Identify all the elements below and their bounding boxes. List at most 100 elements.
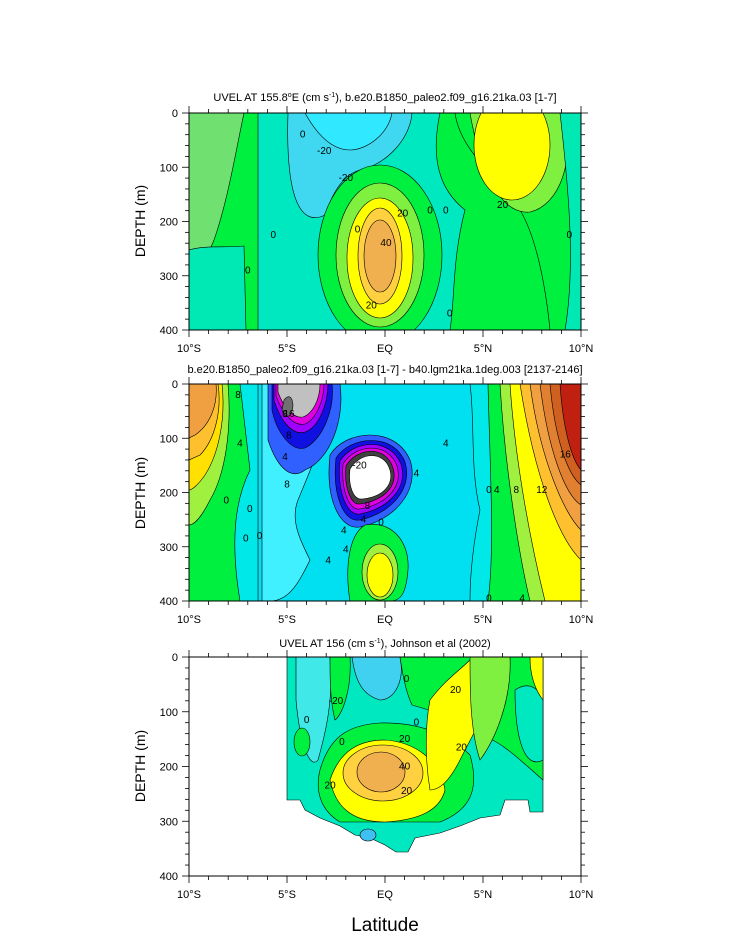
x-tick-label: 5°N bbox=[474, 889, 493, 901]
contour-label: 0 bbox=[245, 265, 251, 276]
panel-3-ylabel: DEPTH (m) bbox=[132, 730, 148, 802]
contour-label: 0 bbox=[257, 531, 263, 542]
x-tick-label: 5°N bbox=[474, 343, 493, 355]
contour-label: 0 bbox=[486, 485, 492, 496]
panel-3-title: UVEL AT 156 (cm s-1), Johnson et al (200… bbox=[279, 638, 490, 650]
x-tick-label: 10°S bbox=[177, 614, 201, 626]
panel-2-ylabel: DEPTH (m) bbox=[132, 457, 148, 529]
x-tick-label: 10°N bbox=[569, 889, 594, 901]
y-tick-label: 0 bbox=[172, 652, 178, 664]
x-tick-label: 10°N bbox=[569, 614, 594, 626]
x-tick-label: 5°S bbox=[278, 343, 296, 355]
contour-label: 20 bbox=[450, 685, 462, 696]
contour-label: 8 bbox=[235, 390, 241, 401]
contour-label: 0 bbox=[486, 593, 492, 604]
contour-label: 0 bbox=[443, 206, 449, 217]
contour-label: 16 bbox=[283, 409, 295, 420]
contour-label: 8 bbox=[286, 431, 292, 442]
panel-2-title: b.e20.B1850_paleo2.f09_g16.21ka.03 [1-7]… bbox=[187, 364, 582, 376]
y-tick-label: 400 bbox=[160, 871, 178, 883]
panel-1: UVEL AT 155.8oE (cm s-1), b.e20.B1850_pa… bbox=[132, 92, 594, 355]
contour-label: -20 bbox=[339, 173, 354, 184]
contour-label: 12 bbox=[536, 485, 548, 496]
contour-label: 0 bbox=[378, 517, 384, 528]
contour-label: 8 bbox=[365, 501, 371, 512]
y-tick-label: 200 bbox=[160, 762, 178, 774]
contour-label: 0 bbox=[355, 225, 361, 236]
y-tick-label: 200 bbox=[160, 217, 178, 229]
y-tick-label: 100 bbox=[160, 707, 178, 719]
panel-1-ylabel: DEPTH (m) bbox=[132, 185, 148, 257]
contour-label: -20 bbox=[317, 146, 332, 157]
panel-3-field bbox=[286, 657, 544, 853]
y-tick-label: 300 bbox=[160, 816, 178, 828]
y-tick-label: 100 bbox=[160, 433, 178, 445]
contour-label: 0 bbox=[566, 230, 572, 241]
contour-label: 0 bbox=[300, 130, 306, 141]
x-tick-label: 5°N bbox=[474, 614, 493, 626]
y-tick-label: 200 bbox=[160, 488, 178, 500]
contour-label: 4 bbox=[494, 485, 500, 496]
contour-label: 20 bbox=[456, 742, 468, 753]
y-tick-label: 300 bbox=[160, 542, 178, 554]
contour-label: 0 bbox=[247, 504, 253, 515]
contour-label: 4 bbox=[443, 439, 449, 450]
contour-label: 4 bbox=[361, 515, 367, 526]
contour-label: -20 bbox=[352, 460, 367, 471]
contour-label: 0 bbox=[270, 230, 276, 241]
contour-label: 4 bbox=[237, 439, 243, 450]
y-tick-label: 100 bbox=[160, 162, 178, 174]
contour-label: 16 bbox=[560, 450, 572, 461]
x-tick-label: 10°S bbox=[177, 343, 201, 355]
y-tick-label: 400 bbox=[160, 596, 178, 608]
contour-label: 0 bbox=[414, 718, 420, 729]
contour-label: 0 bbox=[427, 206, 433, 217]
y-tick-label: 0 bbox=[172, 379, 178, 391]
x-tick-label: 10°N bbox=[569, 343, 594, 355]
contour-label: 20 bbox=[401, 786, 413, 797]
contour-label: 0 bbox=[304, 715, 310, 726]
contour-label: 4 bbox=[341, 525, 347, 536]
panel-3-xlabel: Latitude bbox=[351, 915, 419, 936]
x-tick-label: 10°S bbox=[177, 889, 201, 901]
contour-label: 4 bbox=[282, 452, 288, 463]
contour-label: -20 bbox=[329, 696, 344, 707]
contour-label: 0 bbox=[223, 496, 229, 507]
contour-label: 0 bbox=[243, 534, 249, 545]
panel-3: UVEL AT 156 (cm s-1), Johnson et al (200… bbox=[132, 638, 593, 936]
y-tick-label: 400 bbox=[160, 325, 178, 337]
panel-1-field bbox=[189, 113, 581, 330]
contour-label: 8 bbox=[284, 479, 290, 490]
contour-label: 40 bbox=[380, 238, 392, 249]
contour-label: 0 bbox=[339, 737, 345, 748]
contour-label: 40 bbox=[399, 762, 411, 773]
contour-label: 0 bbox=[447, 309, 453, 320]
contour-label: 20 bbox=[497, 200, 509, 211]
x-tick-label: EQ bbox=[377, 343, 393, 355]
contour-label: 4 bbox=[343, 544, 349, 555]
x-tick-label: EQ bbox=[377, 614, 393, 626]
x-tick-label: 5°S bbox=[278, 614, 296, 626]
contour-label: 4 bbox=[414, 469, 420, 480]
x-tick-label: EQ bbox=[377, 889, 393, 901]
contour-label: 20 bbox=[397, 208, 409, 219]
contour-label: 20 bbox=[366, 301, 378, 312]
panel-1-title: UVEL AT 155.8oE (cm s-1), b.e20.B1850_pa… bbox=[213, 92, 556, 104]
contour-label: 4 bbox=[519, 593, 525, 604]
contour-label: 4 bbox=[325, 555, 331, 566]
y-tick-label: 300 bbox=[160, 271, 178, 283]
contour-label: 20 bbox=[325, 781, 337, 792]
x-tick-label: 5°S bbox=[278, 889, 296, 901]
contour-label: 8 bbox=[282, 409, 288, 420]
contour-label: 0 bbox=[404, 674, 410, 685]
panel-2-field bbox=[189, 384, 581, 601]
y-tick-label: 0 bbox=[172, 108, 178, 120]
contour-label: 20 bbox=[399, 734, 411, 745]
